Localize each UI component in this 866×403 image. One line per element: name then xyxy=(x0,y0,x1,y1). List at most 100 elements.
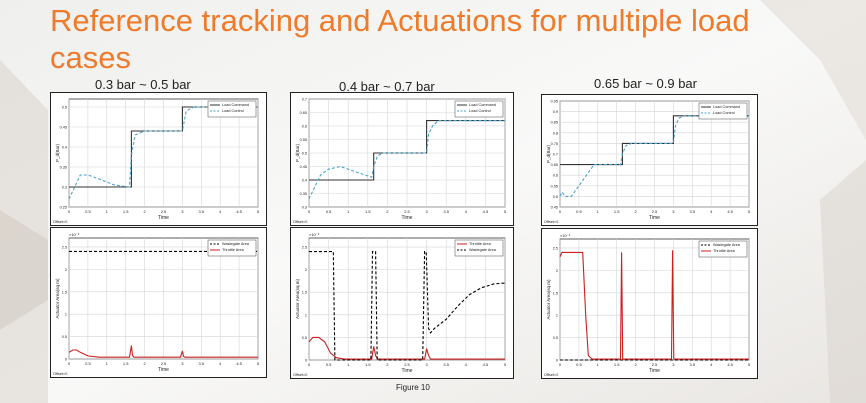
y-tick-label: 0.6 xyxy=(302,125,307,129)
wastegate-area-series-line xyxy=(309,251,505,361)
x-tick-label: 4 xyxy=(710,362,713,367)
x-tick-label: 0.5 xyxy=(326,209,332,214)
x-tick-label: 1 xyxy=(597,362,600,367)
y-axis-label: P_d(Bar) xyxy=(546,144,551,163)
y-tick-label: 0.7 xyxy=(553,153,558,157)
x-tick-label: 4 xyxy=(219,361,222,366)
y-tick-label: 1.5 xyxy=(553,291,558,295)
y-tick-label: 1 xyxy=(65,313,67,317)
y-tick-label: 0.5 xyxy=(62,106,67,110)
y-tick-label: 0.85 xyxy=(551,121,558,125)
y-tick-label: 0.5 xyxy=(302,336,307,340)
y-tick-label: 0.65 xyxy=(551,163,558,167)
legend-label: Load Command xyxy=(713,105,740,109)
x-tick-label: 0.5 xyxy=(576,209,582,214)
offset-text: Offset=0 xyxy=(544,220,558,224)
x-tick-label: 3.5 xyxy=(443,209,449,214)
x-tick-label: 4 xyxy=(219,209,222,214)
x-tick-label: 4.5 xyxy=(727,209,733,214)
y-tick-label: 2.5 xyxy=(553,246,558,250)
y-tick-label: 0.55 xyxy=(300,138,307,142)
x-tick-label: 0 xyxy=(559,209,562,214)
y-tick-label: 0.5 xyxy=(62,335,67,339)
legend-label: Load Command xyxy=(469,103,496,107)
y-tick-label: 0.3 xyxy=(302,206,307,210)
x-tick-label: 3.5 xyxy=(690,362,696,367)
y-axis-label: P_d(Bar) xyxy=(295,143,300,162)
x-tick-label: 0.5 xyxy=(85,361,91,366)
case2-tracking-chart: 0 0.5 1 1.5 2 2.5 3 3.5 4 4.5 5 0.3 0.35 0.4 0.45 0.5 0.… xyxy=(290,92,514,226)
x-tick-label: 2 xyxy=(386,209,389,214)
legend: Load Command Load Control xyxy=(698,102,748,120)
y-tick-label: 1 xyxy=(305,313,307,317)
x-tick-label: 1.5 xyxy=(123,361,129,366)
x-tick-label: 4 xyxy=(710,209,713,214)
chart-svg: 0 0.5 1 1.5 2 2.5 3 3.5 4 4.5 500.511.522.5TimeAct… xyxy=(544,233,751,377)
y-tick-label: 0.9 xyxy=(553,110,558,114)
x-tick-label: 5 xyxy=(504,362,507,367)
y-tick-label: 0.65 xyxy=(300,111,307,115)
case-label-3: 0.65 bar ~ 0.9 bar xyxy=(594,76,697,91)
offset-text: Offset=0 xyxy=(544,373,558,377)
offset-text: Offset=0 xyxy=(53,372,67,376)
x-tick-label: 0 xyxy=(308,209,311,214)
y-tick-label: 0.75 xyxy=(551,142,558,146)
chart-svg: 0 0.5 1 1.5 2 2.5 3 3.5 4 4.5 5 0.25 0.3 0.35 0.4 0.45 0… xyxy=(53,98,260,224)
x-tick-label: 0 xyxy=(308,362,311,367)
x-tick-label: 3 xyxy=(425,362,428,367)
load-control-series-line xyxy=(559,115,749,197)
y-tick-label: 0.4 xyxy=(62,146,67,150)
x-tick-label: 1.5 xyxy=(614,362,620,367)
y-tick-label: 2.5 xyxy=(62,245,67,249)
y-tick-label: 0.5 xyxy=(553,336,558,340)
x-axis-label: Time xyxy=(402,368,413,374)
legend-box xyxy=(698,240,748,258)
x-tick-label: 3.5 xyxy=(690,209,696,214)
x-tick-label: 0.5 xyxy=(85,209,91,214)
y-tick-label: 1 xyxy=(556,314,558,318)
y-tick-label: 1.5 xyxy=(302,291,307,295)
legend: Load Command Load Control xyxy=(207,100,257,118)
x-tick-label: 3.5 xyxy=(443,362,449,367)
load-control-series-line xyxy=(68,106,258,200)
x-tick-label: 4.5 xyxy=(483,209,489,214)
x-tick-label: 0.5 xyxy=(326,362,332,367)
x-axis-label: Time xyxy=(158,215,169,221)
throttle-area-series-line xyxy=(559,250,749,360)
legend-label: Throttle Area xyxy=(222,248,245,252)
x-tick-label: 4.5 xyxy=(483,362,489,367)
x-axis-label: Time xyxy=(649,215,660,221)
x-tick-label: 0 xyxy=(559,362,562,367)
y-tick-label: 2 xyxy=(65,268,67,272)
y-tick-label: 0.25 xyxy=(60,206,67,210)
x-tick-label: 5 xyxy=(504,209,507,214)
y-tick-label: 0.35 xyxy=(60,166,67,170)
y-tick-label: 0.45 xyxy=(300,165,307,169)
chart-svg: 0 0.5 1 1.5 2 2.5 3 3.5 4 4.5 5 0.45 0.5 0.55 0.6 0.65 0… xyxy=(544,100,751,225)
legend-label: Throttle Area xyxy=(713,249,736,253)
x-tick-label: 1 xyxy=(106,209,109,214)
x-tick-label: 4 xyxy=(465,362,468,367)
x-tick-label: 0.5 xyxy=(576,362,582,367)
y-tick-label: 0.55 xyxy=(551,184,558,188)
y-tick-label: 0.5 xyxy=(553,195,558,199)
x-tick-label: 2.5 xyxy=(652,362,658,367)
x-tick-label: 3 xyxy=(672,209,675,214)
x-tick-label: 2 xyxy=(634,209,637,214)
throttle-area-series-line xyxy=(308,336,505,360)
y-tick-label: 1.5 xyxy=(62,290,67,294)
exponent-label: ×10⁻³ xyxy=(560,233,571,238)
x-tick-label: 5 xyxy=(748,209,751,214)
y-tick-label: 0.35 xyxy=(300,192,307,196)
x-tick-label: 5 xyxy=(257,209,260,214)
y-tick-label: 2 xyxy=(305,268,307,272)
x-tick-label: 3 xyxy=(181,209,184,214)
y-tick-label: 0.4 xyxy=(302,179,307,183)
x-tick-label: 2.5 xyxy=(161,361,167,366)
x-tick-label: 3.5 xyxy=(199,209,205,214)
chart-svg: 0 0.5 1 1.5 2 2.5 3 3.5 4 4.5 500.511.522.5TimeAct… xyxy=(53,232,260,376)
legend: Throttle Area Wastegate Area xyxy=(454,239,504,257)
x-tick-label: 0 xyxy=(68,209,71,214)
x-tick-label: 2.5 xyxy=(652,209,658,214)
y-tick-label: 2.5 xyxy=(302,246,307,250)
